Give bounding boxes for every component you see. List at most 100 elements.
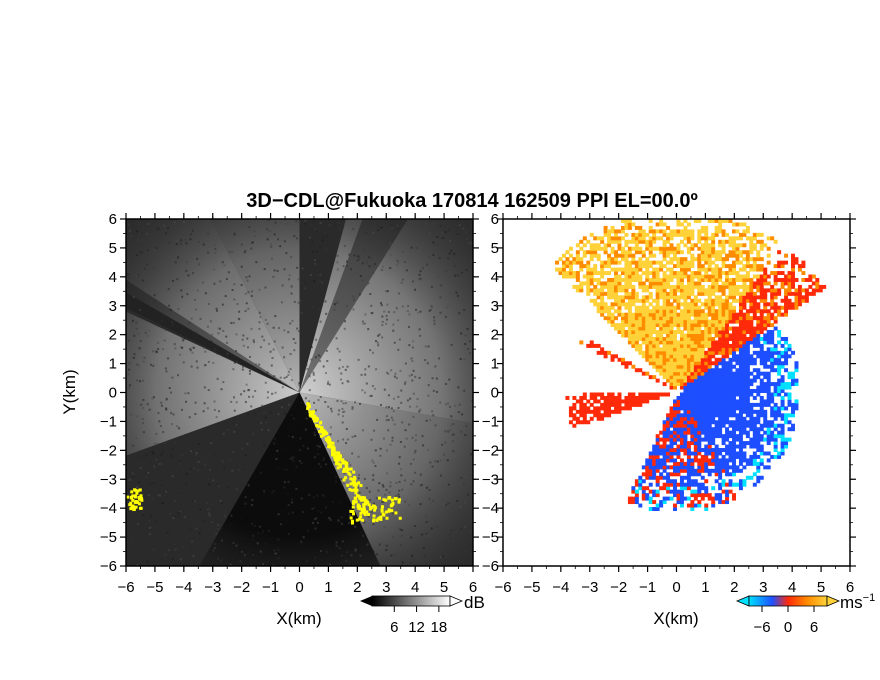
- velocity-pixel: [666, 420, 671, 425]
- velocity-pixel: [794, 302, 799, 307]
- speckle-pixel: [254, 235, 257, 238]
- speckle-pixel: [304, 287, 307, 290]
- speckle-pixel: [397, 319, 400, 322]
- velocity-pixel: [711, 319, 716, 324]
- velocity-pixel: [679, 402, 684, 407]
- velocity-pixel: [784, 444, 789, 449]
- velocity-pixel: [690, 277, 695, 282]
- velocity-pixel: [645, 399, 650, 404]
- velocity-pixel: [707, 420, 712, 425]
- velocity-pixel: [690, 461, 695, 466]
- velocity-pixel: [784, 437, 789, 442]
- velocity-pixel: [662, 330, 667, 335]
- speckle-pixel: [328, 224, 331, 227]
- velocity-pixel: [766, 316, 771, 321]
- velocity-pixel: [666, 350, 671, 355]
- velocity-pixel: [714, 430, 719, 435]
- speckle-pixel: [290, 414, 293, 417]
- velocity-pixel: [718, 406, 723, 411]
- speckle-pixel: [147, 249, 150, 252]
- velocity-pixel: [659, 222, 664, 227]
- masked-pixel: [342, 469, 346, 473]
- velocity-pixel: [766, 354, 771, 359]
- velocity-pixel: [607, 277, 612, 282]
- velocity-pixel: [728, 277, 733, 282]
- velocity-pixel: [659, 361, 664, 366]
- velocity-pixel: [780, 451, 785, 456]
- speckle-pixel: [283, 481, 286, 484]
- velocity-pixel: [738, 316, 743, 321]
- velocity-pixel: [638, 232, 643, 237]
- velocity-pixel: [718, 430, 723, 435]
- velocity-pixel: [686, 385, 691, 390]
- velocity-ytick-label: 0: [491, 385, 499, 402]
- speckle-pixel: [439, 459, 442, 462]
- velocity-pixel: [662, 382, 667, 387]
- velocity-pixel: [745, 423, 750, 428]
- velocity-pixel: [614, 323, 619, 328]
- speckle-pixel: [213, 547, 216, 550]
- velocity-pixel: [579, 420, 584, 425]
- velocity-pixel: [773, 434, 778, 439]
- velocity-pixel: [749, 257, 754, 262]
- speckle-pixel: [431, 410, 434, 413]
- speckle-pixel: [411, 554, 414, 557]
- speckle-pixel: [469, 352, 472, 355]
- velocity-pixel: [700, 482, 705, 487]
- velocity-pixel: [679, 340, 684, 345]
- velocity-pixel: [662, 288, 667, 293]
- velocity-pixel: [662, 298, 667, 303]
- velocity-pixel: [777, 305, 782, 310]
- speckle-pixel: [337, 440, 340, 443]
- speckle-pixel: [414, 375, 417, 378]
- masked-pixel: [342, 460, 346, 464]
- velocity-pixel: [697, 305, 702, 310]
- velocity-pixel: [759, 326, 764, 331]
- velocity-pixel: [586, 267, 591, 272]
- velocity-pixel: [659, 503, 664, 508]
- velocity-pixel: [666, 392, 671, 397]
- velocity-pixel: [742, 378, 747, 383]
- velocity-pixel: [662, 284, 667, 289]
- speckle-pixel: [274, 555, 277, 558]
- velocity-pixel: [697, 246, 702, 251]
- speckle-pixel: [385, 371, 388, 374]
- speckle-pixel: [426, 263, 429, 266]
- speckle-pixel: [265, 421, 268, 424]
- speckle-pixel: [372, 271, 375, 274]
- velocity-pixel: [575, 409, 580, 414]
- velocity-pixel: [673, 347, 677, 352]
- masked-pixel: [352, 483, 356, 487]
- velocity-pixel: [697, 500, 702, 505]
- speckle-pixel: [427, 345, 430, 348]
- velocity-pixel: [634, 347, 639, 352]
- speckle-pixel: [441, 443, 444, 446]
- velocity-pixel: [791, 375, 795, 380]
- speckle-pixel: [445, 270, 448, 273]
- velocity-pixel: [659, 323, 664, 328]
- velocity-pixel: [631, 326, 636, 331]
- velocity-pixel: [738, 274, 743, 279]
- masked-pixel: [353, 475, 357, 479]
- velocity-pixel: [679, 486, 684, 491]
- masked-pixel: [359, 511, 363, 515]
- velocity-pixel: [690, 427, 695, 432]
- velocity-pixel: [669, 305, 674, 310]
- speckle-pixel: [189, 238, 192, 241]
- speckle-pixel: [464, 334, 467, 337]
- velocity-pixel: [721, 354, 726, 359]
- velocity-ytick-label: −5: [482, 529, 499, 546]
- speckle-pixel: [270, 364, 273, 367]
- velocity-pixel: [714, 402, 719, 407]
- velocity-pixel: [780, 361, 785, 366]
- speckle-pixel: [447, 483, 450, 486]
- velocity-pixel: [725, 274, 730, 279]
- velocity-pixel: [673, 441, 677, 446]
- masked-pixel: [352, 512, 356, 516]
- velocity-pixel: [766, 430, 771, 435]
- speckle-pixel: [228, 250, 231, 253]
- velocity-pixel: [662, 423, 667, 428]
- velocity-pixel: [752, 343, 757, 348]
- velocity-pixel: [763, 382, 768, 387]
- velocity-pixel: [756, 420, 761, 425]
